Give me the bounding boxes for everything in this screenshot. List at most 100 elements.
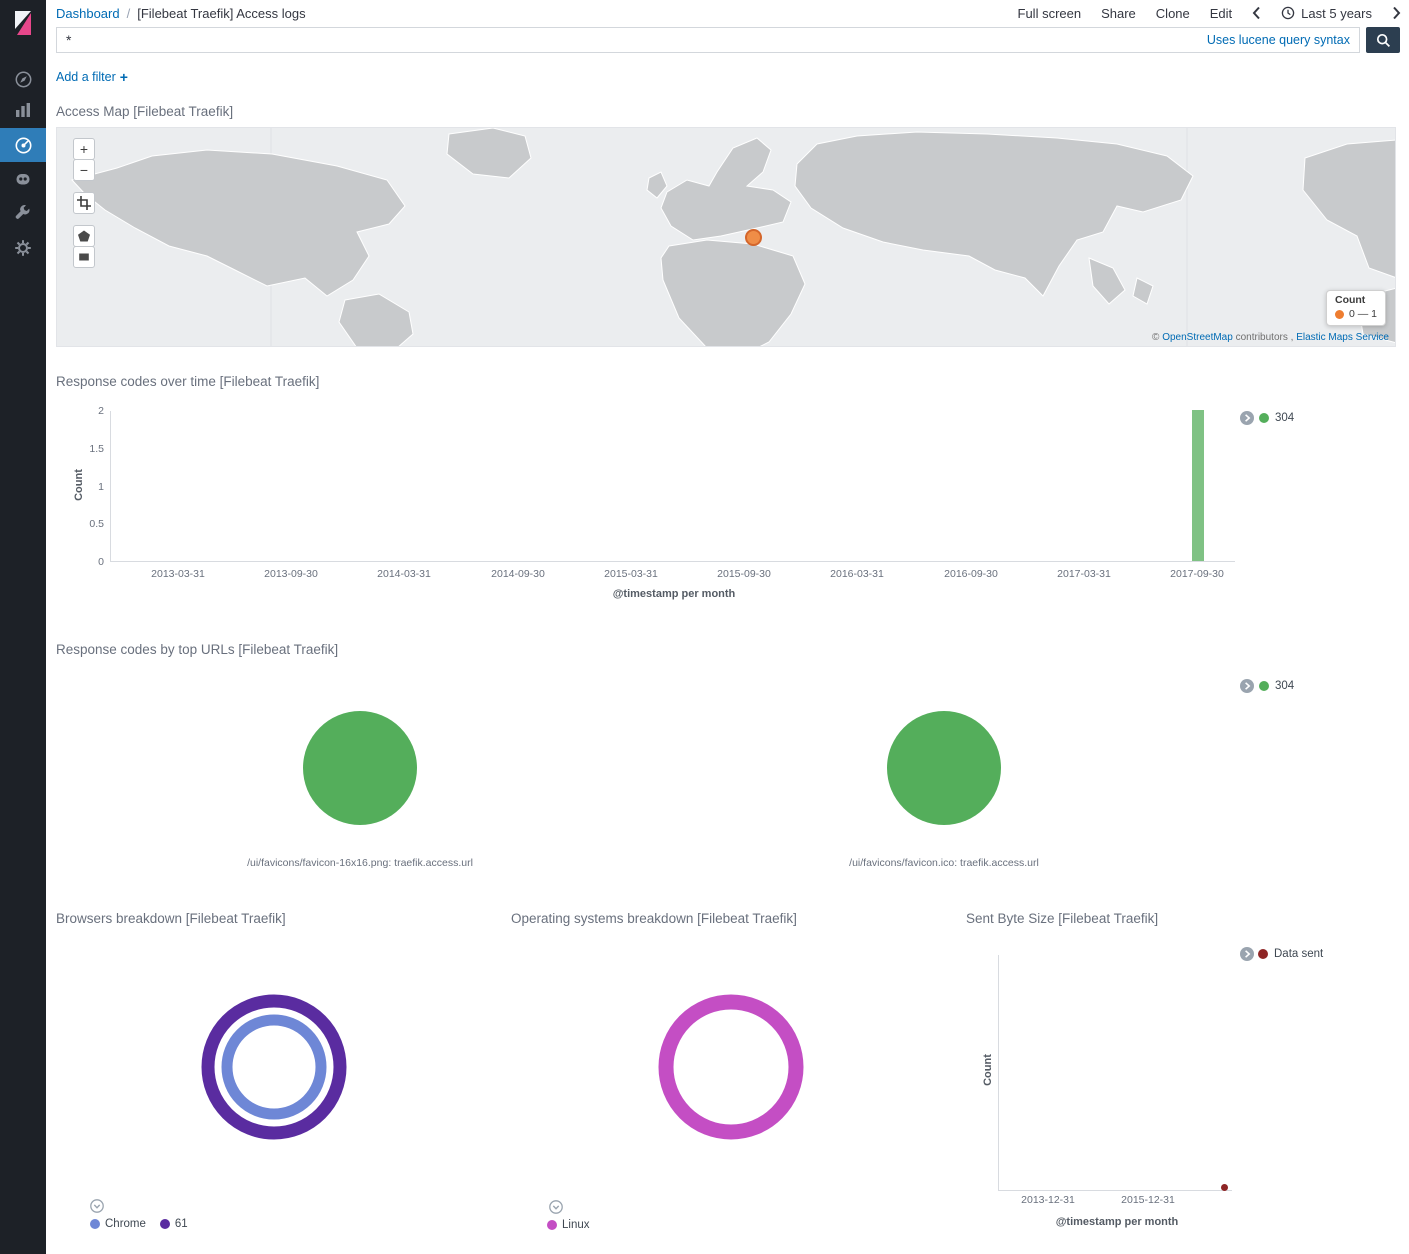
- legend-toggle-icon[interactable]: [1240, 679, 1254, 693]
- x-tick: 2016-09-30: [944, 568, 998, 580]
- pie-chart-favicon-16x16[interactable]: [303, 711, 417, 825]
- chevron-down-circle-icon: [90, 1199, 104, 1213]
- gear-icon: [15, 240, 31, 256]
- query-bar: Uses lucene query syntax: [56, 27, 1360, 53]
- add-filter-label: Add a filter: [56, 70, 116, 84]
- full-screen-button[interactable]: Full screen: [1017, 5, 1082, 21]
- legend-dot-304: [1259, 681, 1269, 691]
- y-axis-title: Count: [73, 469, 85, 501]
- sidebar-item-discover[interactable]: [0, 63, 46, 95]
- clone-button[interactable]: Clone: [1155, 5, 1190, 21]
- sidebar-item-management[interactable]: [0, 197, 46, 229]
- x-tick: 2016-03-31: [830, 568, 884, 580]
- rectangle-icon: [79, 253, 89, 261]
- legend-item-61[interactable]: 61: [159, 1218, 188, 1230]
- elastic-maps-service-link[interactable]: Elastic Maps Service: [1296, 332, 1389, 343]
- access-map[interactable]: + − Count 0 — 1 © OpenStreetMap contribu…: [56, 127, 1396, 347]
- search-button[interactable]: [1366, 27, 1400, 53]
- donut-ring-chrome[interactable]: [221, 1014, 327, 1120]
- legend-label-61: 61: [174, 1218, 188, 1230]
- legend-dot-61: [159, 1219, 170, 1229]
- x-tick: 2017-03-31: [1057, 568, 1111, 580]
- legend-collapse-icon[interactable]: [90, 1199, 104, 1213]
- time-next-button[interactable]: [1392, 6, 1401, 20]
- sidebar-item-settings[interactable]: [0, 232, 46, 264]
- map-attribution: © OpenStreetMap contributors , Elastic M…: [1152, 332, 1389, 343]
- donut-ring-linux[interactable]: [658, 994, 804, 1140]
- legend-toggle-icon[interactable]: [1240, 411, 1254, 425]
- magnifier-icon: [1376, 33, 1390, 47]
- bar-304[interactable]: [1192, 410, 1204, 561]
- map-zoom-out-button[interactable]: −: [73, 159, 95, 181]
- share-button[interactable]: Share: [1101, 5, 1136, 21]
- x-tick: 2017-09-30: [1170, 568, 1224, 580]
- y-tick: 2: [98, 405, 104, 417]
- lucene-syntax-link[interactable]: Uses lucene query syntax: [1206, 33, 1350, 47]
- pie-chart-favicon-ico[interactable]: [887, 711, 1001, 825]
- breadcrumb-dashboard-link[interactable]: Dashboard: [56, 5, 120, 21]
- x-tick: 2013-09-30: [264, 568, 318, 580]
- kibana-logo[interactable]: [0, 6, 46, 40]
- map-legend-range: 0 — 1: [1348, 308, 1377, 320]
- map-data-marker[interactable]: [745, 229, 762, 246]
- sidebar-item-devtools[interactable]: [0, 163, 46, 195]
- browsers-donut-chart[interactable]: [199, 992, 349, 1142]
- x-tick: 2013-12-31: [1021, 1194, 1075, 1206]
- map-legend: Count 0 — 1: [1325, 290, 1386, 326]
- legend-label-chrome: Chrome: [105, 1218, 146, 1230]
- clock-icon: [1281, 6, 1295, 20]
- chevron-right-circle-icon: [1240, 947, 1254, 961]
- query-input[interactable]: [57, 28, 1359, 52]
- top-menu: Full screen Share Clone Edit Last 5 year…: [1018, 0, 1401, 26]
- breadcrumb: Dashboard / [Filebeat Traefik] Access lo…: [56, 0, 306, 26]
- legend-dot-chrome: [90, 1219, 100, 1229]
- time-range-label: Last 5 years: [1301, 5, 1372, 21]
- wrench-icon: [15, 205, 30, 219]
- crop-icon: [77, 196, 91, 210]
- os-legend: Linux: [547, 1219, 590, 1231]
- map-draw-rectangle-button[interactable]: [73, 246, 95, 268]
- legend-item-data-sent[interactable]: Data sent: [1258, 948, 1323, 960]
- panel-title-response-codes-by-top-urls: Response codes by top URLs [Filebeat Tra…: [56, 642, 339, 657]
- edit-button[interactable]: Edit: [1209, 5, 1233, 21]
- legend-dot-linux: [547, 1220, 557, 1230]
- legend-toggle-icon[interactable]: [1240, 947, 1254, 961]
- data-sent-point[interactable]: [1221, 1184, 1228, 1191]
- map-draw-polygon-button[interactable]: [73, 225, 95, 247]
- add-filter-link[interactable]: Add a filter +: [56, 69, 128, 85]
- polygon-icon: [78, 230, 90, 242]
- chevron-right-circle-icon: [1240, 411, 1254, 425]
- sidebar-item-dashboard[interactable]: [0, 128, 46, 162]
- compass-icon: [15, 71, 31, 87]
- donut-ring-61[interactable]: [201, 994, 347, 1140]
- bar-chart-icon: [16, 103, 30, 117]
- legend-item-chrome[interactable]: Chrome: [90, 1218, 146, 1230]
- legend-item-304[interactable]: 304: [1259, 680, 1294, 692]
- panel-title-response-codes-over-time: Response codes over time [Filebeat Traef…: [56, 374, 320, 389]
- x-tick: 2014-03-31: [377, 568, 431, 580]
- world-map-graphic: [71, 128, 1395, 346]
- map-legend-title: Count: [1334, 294, 1366, 306]
- legend-item-linux[interactable]: Linux: [547, 1219, 590, 1231]
- legend-item-304[interactable]: 304: [1259, 412, 1294, 424]
- openstreetmap-link[interactable]: OpenStreetMap: [1162, 332, 1233, 343]
- panel-title-browsers-breakdown: Browsers breakdown [Filebeat Traefik]: [56, 911, 286, 926]
- os-donut-chart[interactable]: [656, 992, 806, 1142]
- global-sidebar: [0, 0, 46, 1254]
- y-axis-title: Count: [982, 1054, 994, 1086]
- map-zoom-in-button[interactable]: +: [73, 138, 95, 160]
- map-crop-button[interactable]: [73, 192, 95, 214]
- attribution-middle: contributors ,: [1235, 332, 1294, 343]
- time-prev-button[interactable]: [1252, 6, 1261, 20]
- y-tick: 0.5: [89, 518, 104, 530]
- chevron-right-icon: [1393, 6, 1401, 20]
- copyright-symbol: ©: [1152, 332, 1160, 343]
- time-picker-button[interactable]: Last 5 years: [1281, 6, 1372, 21]
- chevron-left-icon: [1252, 6, 1260, 20]
- legend-collapse-icon[interactable]: [549, 1200, 563, 1214]
- response-codes-plot-area: [110, 410, 1235, 562]
- sidebar-item-visualize[interactable]: [0, 94, 46, 126]
- y-tick: 1.5: [89, 443, 104, 455]
- pie-label-favicon-ico: /ui/favicons/favicon.ico: traefik.access…: [849, 857, 1039, 869]
